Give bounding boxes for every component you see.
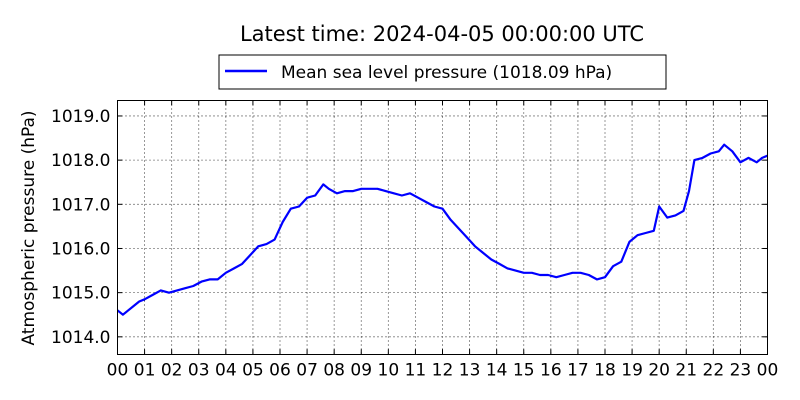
x-tick-label: 14 bbox=[486, 361, 508, 381]
y-axis-label: Atmospheric pressure (hPa) bbox=[19, 110, 39, 345]
x-tick-label: 05 bbox=[242, 361, 264, 381]
x-tick-label: 09 bbox=[350, 361, 372, 381]
x-tick-label: 17 bbox=[567, 361, 589, 381]
x-tick-label: 06 bbox=[269, 361, 291, 381]
x-tick-label: 00 bbox=[107, 361, 129, 381]
x-tick-label: 08 bbox=[323, 361, 345, 381]
x-tick-label: 04 bbox=[215, 361, 237, 381]
x-tick-label: 11 bbox=[405, 361, 427, 381]
x-ticks: 00 01 02 03 04 05 06 07 08 09 10 11 12 13 14 15 16 17 18 19… bbox=[107, 100, 779, 381]
x-tick-label: 12 bbox=[432, 361, 454, 381]
x-tick-label: 22 bbox=[703, 361, 725, 381]
x-tick-label: 02 bbox=[161, 361, 183, 381]
x-tick-label: 15 bbox=[513, 361, 535, 381]
y-tick-label: 1015.0 bbox=[51, 284, 110, 304]
y-ticks: 1014.0 1015.0 1016.0 1017.0 1018.0 1019.0 bbox=[51, 107, 768, 348]
x-tick-label: 18 bbox=[594, 361, 616, 381]
x-tick-label: 20 bbox=[648, 361, 670, 381]
legend-label: Mean sea level pressure (1018.09 hPa) bbox=[281, 63, 612, 83]
y-tick-label: 1018.0 bbox=[51, 151, 110, 171]
y-tick-label: 1019.0 bbox=[51, 107, 110, 127]
x-tick-label: 19 bbox=[621, 361, 643, 381]
legend: Mean sea level pressure (1018.09 hPa) bbox=[218, 54, 667, 90]
x-tick-label: 16 bbox=[540, 361, 562, 381]
y-tick-label: 1017.0 bbox=[51, 195, 110, 215]
x-tick-label: 00 bbox=[757, 361, 779, 381]
legend-box bbox=[218, 54, 667, 90]
series-line-0 bbox=[117, 143, 768, 316]
chart-title: Latest time: 2024-04-05 00:00:00 UTC bbox=[240, 22, 644, 46]
grid bbox=[117, 100, 768, 355]
x-tick-label: 21 bbox=[675, 361, 697, 381]
y-tick-label: 1014.0 bbox=[51, 328, 110, 348]
plot-area bbox=[117, 143, 768, 316]
x-tick-label: 23 bbox=[730, 361, 752, 381]
y-tick-label: 1016.0 bbox=[51, 239, 110, 259]
x-tick-label: 10 bbox=[378, 361, 400, 381]
x-tick-label: 01 bbox=[134, 361, 156, 381]
x-tick-label: 03 bbox=[188, 361, 210, 381]
x-tick-label: 07 bbox=[296, 361, 318, 381]
x-tick-label: 13 bbox=[459, 361, 481, 381]
